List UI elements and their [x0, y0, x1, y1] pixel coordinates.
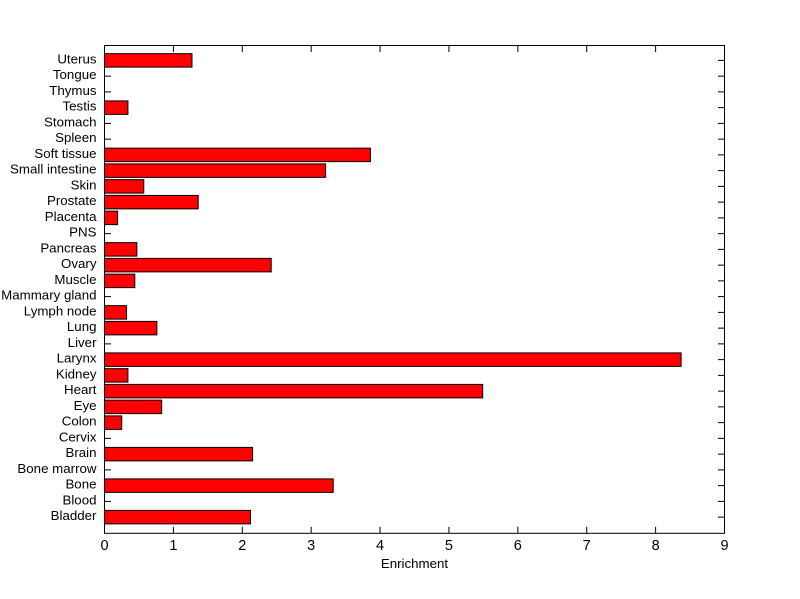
svg-text:Soft tissue: Soft tissue	[34, 146, 96, 161]
svg-text:Bladder: Bladder	[51, 508, 97, 523]
svg-text:Heart: Heart	[64, 382, 97, 397]
svg-text:Bone: Bone	[65, 477, 96, 492]
svg-text:Spleen: Spleen	[55, 130, 96, 145]
svg-text:Muscle: Muscle	[54, 272, 96, 287]
svg-text:4: 4	[376, 538, 384, 554]
svg-text:3: 3	[307, 538, 315, 554]
svg-text:Mammary gland: Mammary gland	[1, 288, 96, 303]
svg-text:Tongue: Tongue	[53, 67, 97, 82]
svg-text:Cervix: Cervix	[59, 429, 97, 444]
svg-text:8: 8	[652, 538, 660, 554]
svg-text:Liver: Liver	[68, 335, 97, 350]
svg-text:6: 6	[514, 538, 522, 554]
svg-text:7: 7	[583, 538, 591, 554]
svg-text:Placenta: Placenta	[45, 209, 97, 224]
svg-text:Brain: Brain	[65, 445, 96, 460]
svg-text:Stomach: Stomach	[44, 114, 96, 129]
svg-text:Enrichment: Enrichment	[381, 556, 449, 571]
svg-text:9: 9	[720, 538, 728, 554]
svg-text:Thymus: Thymus	[49, 83, 97, 98]
svg-text:Blood: Blood	[62, 492, 96, 507]
svg-text:Kidney: Kidney	[56, 366, 97, 381]
svg-text:Prostate: Prostate	[47, 193, 97, 208]
svg-text:5: 5	[445, 538, 453, 554]
svg-text:Small intestine: Small intestine	[10, 162, 96, 177]
svg-text:2: 2	[238, 538, 246, 554]
svg-text:0: 0	[100, 538, 108, 554]
svg-text:Lymph node: Lymph node	[24, 303, 97, 318]
svg-text:1: 1	[169, 538, 177, 554]
svg-text:PNS: PNS	[69, 225, 96, 240]
svg-text:Colon: Colon	[62, 414, 97, 429]
svg-text:Testis: Testis	[63, 99, 97, 114]
svg-text:Eye: Eye	[74, 398, 97, 413]
svg-text:Lung: Lung	[67, 319, 97, 334]
svg-text:Ovary: Ovary	[61, 256, 97, 271]
svg-text:Uterus: Uterus	[57, 51, 97, 66]
svg-text:Larynx: Larynx	[57, 351, 97, 366]
svg-text:Bone marrow: Bone marrow	[17, 461, 96, 476]
svg-text:Pancreas: Pancreas	[40, 240, 97, 255]
svg-text:Skin: Skin	[71, 177, 97, 192]
